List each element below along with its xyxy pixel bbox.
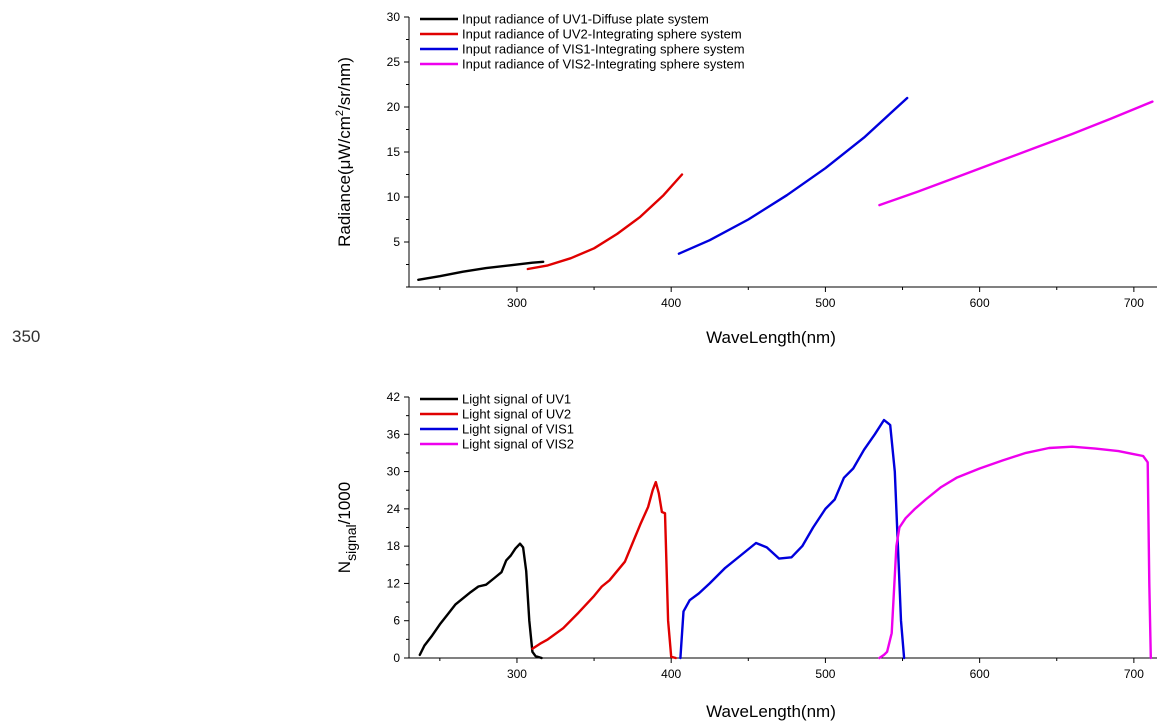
y-tick-label: 6 bbox=[393, 614, 400, 628]
x-tick-label: 700 bbox=[1124, 296, 1144, 310]
legend-label-3: Input radiance of VIS1-Integrating spher… bbox=[462, 42, 745, 57]
series-line-1 bbox=[418, 542, 543, 660]
y-tick-label: 20 bbox=[387, 100, 401, 114]
x-tick-label: 600 bbox=[970, 667, 990, 681]
x-tick-label: 300 bbox=[507, 667, 527, 681]
chart-2: 300 400 500 600 700 0 6 12 18 24 30 36 42 WaveLength(… bbox=[335, 390, 1157, 721]
y-title-superscript: 2 bbox=[334, 110, 346, 116]
series-line-1 bbox=[417, 260, 545, 281]
series-line-2 bbox=[531, 480, 677, 660]
series-line-2 bbox=[526, 173, 684, 271]
legend-label-1: Input radiance of UV1-Diffuse plate syst… bbox=[462, 12, 709, 27]
y-title-part: N bbox=[335, 561, 354, 573]
y-tick-label: 30 bbox=[387, 10, 401, 24]
series-line-3 bbox=[679, 418, 906, 660]
y-tick-label: 0 bbox=[393, 651, 400, 665]
legend: Input radiance of UV1-Diffuse plate syst… bbox=[420, 12, 745, 72]
y-title-part: /1000 bbox=[335, 482, 354, 525]
y-tick-label: 30 bbox=[387, 465, 401, 479]
x-tick-label: 500 bbox=[815, 296, 835, 310]
series-line-3 bbox=[677, 96, 909, 255]
y-tick-label: 24 bbox=[387, 502, 401, 516]
y-axis-title: Radiance(μW/cm2/sr/nm) bbox=[334, 57, 354, 247]
y-title-part: μ bbox=[335, 160, 354, 170]
y-tick-label: 42 bbox=[387, 390, 401, 404]
x-tick-label: 600 bbox=[970, 296, 990, 310]
y-tick-label: 5 bbox=[393, 235, 400, 249]
y-tick-label: 10 bbox=[387, 190, 401, 204]
legend-label-2: Input radiance of UV2-Integrating sphere… bbox=[462, 27, 742, 42]
y-title-part: Radiance( bbox=[335, 169, 354, 247]
stray-page-number: 350 bbox=[12, 327, 41, 346]
y-title-part: W/cm bbox=[335, 116, 354, 159]
legend-label-4: Input radiance of VIS2-Integrating spher… bbox=[462, 57, 745, 72]
y-title-part: /sr/nm) bbox=[335, 57, 354, 110]
y-axis-title: Nsignal/1000 bbox=[335, 482, 359, 573]
legend-label-1: Light signal of UV1 bbox=[462, 392, 571, 407]
x-axis-title: WaveLength(nm) bbox=[706, 328, 836, 347]
y-tick-label: 18 bbox=[387, 539, 401, 553]
legend-label-4: Light signal of VIS2 bbox=[462, 437, 574, 452]
x-tick-label: 500 bbox=[815, 667, 835, 681]
legend-label-2: Light signal of UV2 bbox=[462, 407, 571, 422]
chart-1: 300 400 500 600 700 5 10 15 20 25 30 WaveLength(nm)… bbox=[334, 10, 1157, 347]
x-tick-label: 300 bbox=[507, 296, 527, 310]
x-tick-label: 400 bbox=[661, 667, 681, 681]
x-tick-label: 700 bbox=[1124, 667, 1144, 681]
series-line-4 bbox=[878, 445, 1153, 660]
x-tick-label: 400 bbox=[661, 296, 681, 310]
x-axis-title: WaveLength(nm) bbox=[706, 702, 836, 721]
y-tick-label: 15 bbox=[387, 145, 401, 159]
series-line-4 bbox=[878, 100, 1154, 207]
y-tick-label: 12 bbox=[387, 576, 401, 590]
y-title-subscript: signal bbox=[343, 524, 359, 561]
y-tick-label: 36 bbox=[387, 427, 401, 441]
y-tick-label: 25 bbox=[387, 55, 401, 69]
legend-label-3: Light signal of VIS1 bbox=[462, 422, 574, 437]
